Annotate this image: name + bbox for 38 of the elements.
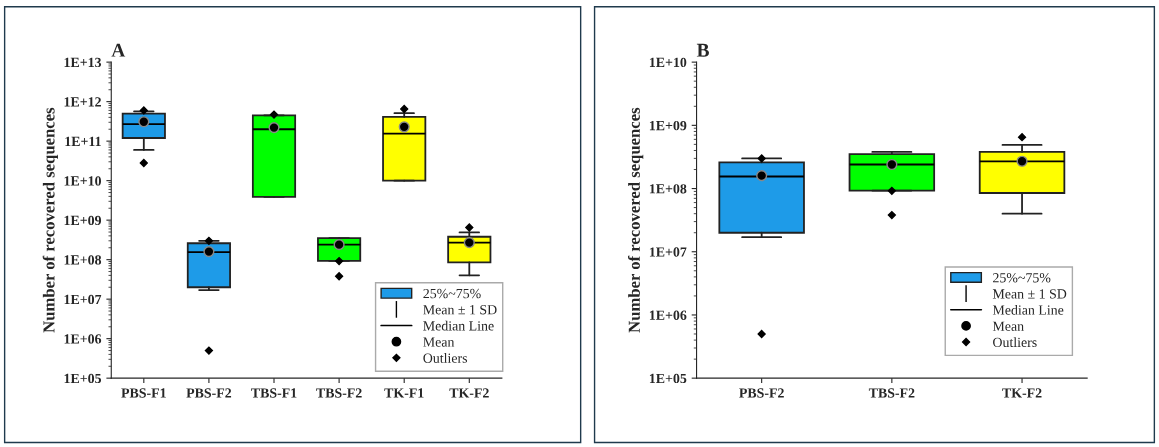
legend-label: 25%~75% [423,288,481,299]
y-tick-label: 1E+05 [64,373,102,384]
y-tick-label: 1E+10 [649,57,687,68]
x-tick-label: PBS-F2 [739,388,784,398]
annotation: Mean ± 1 SD [423,305,497,315]
x-tick-label: TBS-F1 [251,388,297,398]
x-tick-label: TK-F2 [449,388,489,398]
chart-title: B [696,43,709,57]
y-tick-label: 1E+06 [649,310,687,320]
x-tick-label: TBS-F2 [316,388,362,398]
x-tick-label: PBS-F1 [121,388,166,398]
annotation: Median Line [992,304,1064,315]
annotation: Outliers [993,337,1037,348]
y-tick-label: 1E+13 [64,57,102,68]
annotation: Mean ± 1 SD [992,289,1067,299]
y-tick-label: 1E+10 [64,176,102,186]
y-tick-label: 1E+07 [649,247,687,257]
y-tick-label: 1E+08 [64,255,102,265]
y-tick-label: 1E+09 [64,215,102,226]
legend-label: 25%~75% [993,273,1051,283]
chart-title: A [111,43,126,57]
annotation: Outliers [423,353,468,363]
x-tick-label: PBS-F2 [186,388,232,398]
y-tick-label: 1E+11 [65,136,101,146]
x-tick-label: TBS-F2 [868,388,915,398]
y-tick-label: 1E+05 [649,373,687,384]
y-tick-label: 1E+08 [649,184,687,194]
y-tick-label: 1E+07 [64,294,102,305]
annotation: Mean [423,337,455,347]
y-axis-title: Number of recovered sequences [627,107,644,333]
x-tick-label: TK-F2 [1002,388,1042,398]
x-tick-label: TK-F1 [384,388,424,398]
annotation: Mean [992,321,1024,331]
y-tick-label: 1E+12 [64,97,101,107]
annotation: Median Line [423,320,494,331]
y-tick-label: 1E+09 [649,120,687,131]
y-axis-title: Number of recovered sequences [42,107,58,333]
y-tick-label: 1E+06 [64,334,102,344]
